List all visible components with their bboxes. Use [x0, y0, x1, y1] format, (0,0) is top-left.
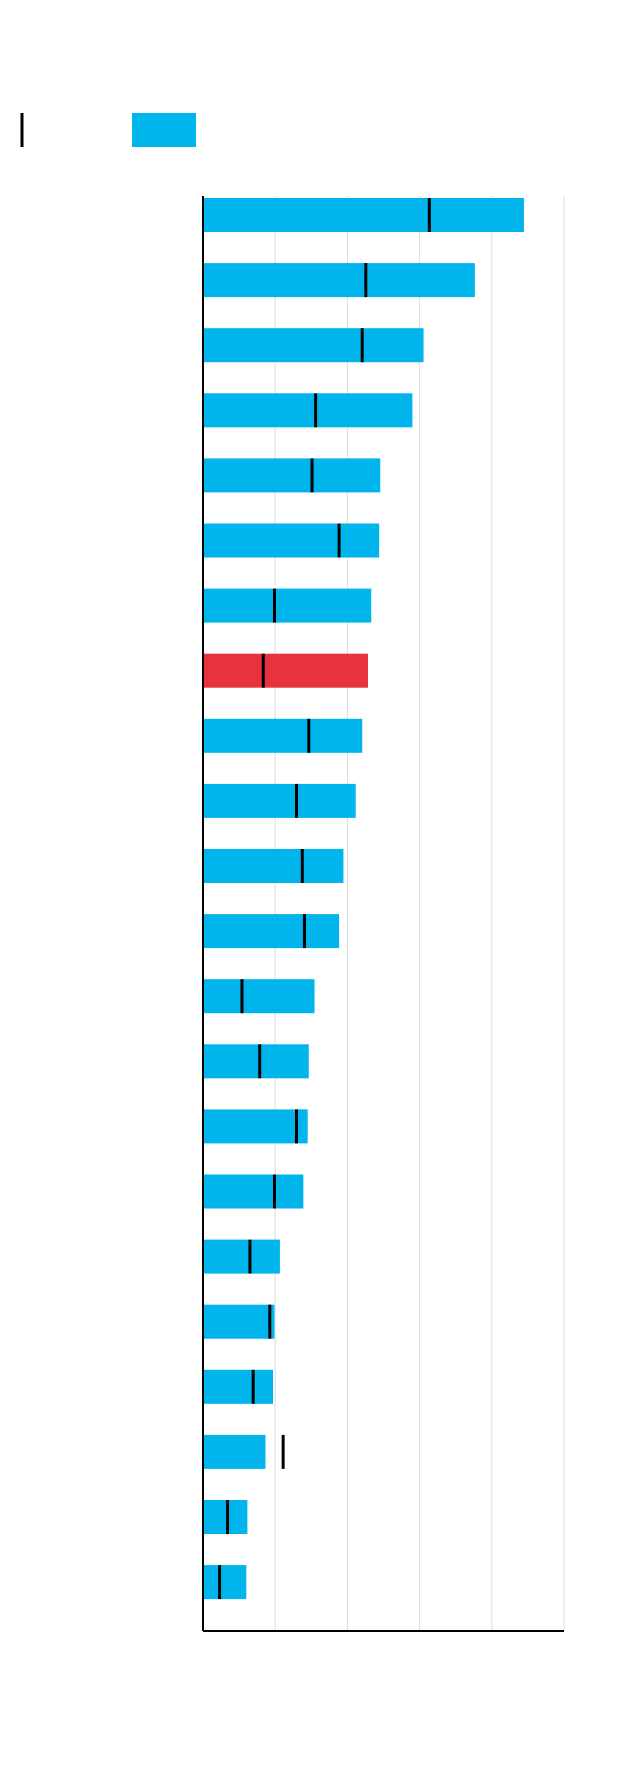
bar [203, 1109, 308, 1144]
bar [203, 1239, 280, 1274]
bar [203, 849, 344, 883]
bar [203, 718, 363, 753]
bar [203, 1565, 247, 1600]
bar [203, 328, 424, 363]
bar [203, 1044, 309, 1079]
bar [203, 1369, 274, 1404]
bar [203, 588, 372, 623]
legend-swatch [132, 113, 196, 147]
bar [203, 1304, 275, 1339]
bar [203, 198, 524, 232]
bar [203, 914, 340, 949]
bar [203, 1434, 266, 1469]
bar [203, 1174, 304, 1209]
bar [203, 1500, 248, 1534]
bar [203, 979, 315, 1014]
bar [203, 783, 356, 818]
bar [203, 393, 413, 428]
bar [203, 458, 381, 493]
bar [203, 263, 475, 298]
bar [203, 523, 380, 558]
bar [203, 653, 368, 688]
